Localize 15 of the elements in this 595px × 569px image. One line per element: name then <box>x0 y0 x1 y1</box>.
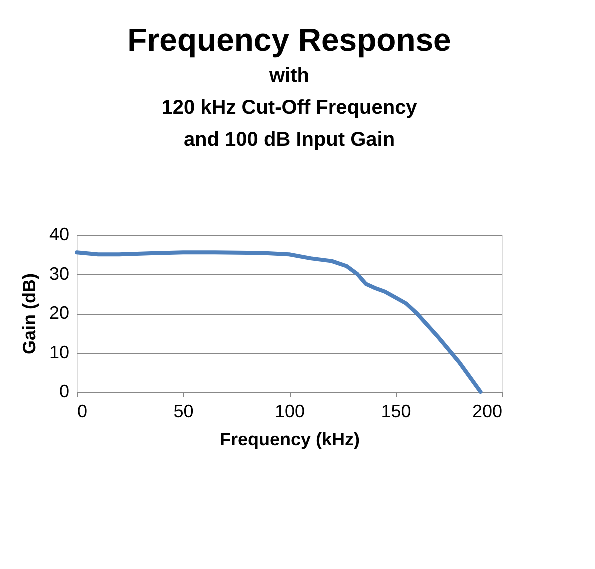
x-axis-title: Frequency (kHz) <box>220 430 360 450</box>
x-tick-label: 100 <box>274 402 306 422</box>
y-tick-label: 40 <box>49 224 70 244</box>
y-tick-label: 10 <box>49 342 70 362</box>
x-tick-label: 50 <box>174 402 194 422</box>
x-tick-label: 0 <box>78 402 88 422</box>
y-axis-title: Gain (dB) <box>19 274 40 354</box>
y-tick-label: 30 <box>49 264 70 284</box>
x-tick-label: 200 <box>472 402 502 422</box>
y-tick-label: 20 <box>49 303 70 323</box>
y-tick-label: 0 <box>59 382 70 402</box>
line-series <box>75 250 483 394</box>
chart-subtitle: with 120 kHz Cut-Off Frequency and 100 dB Input Gain <box>162 65 418 151</box>
chart-title: Frequency Response <box>128 22 452 58</box>
x-tick-label: 150 <box>381 402 412 422</box>
